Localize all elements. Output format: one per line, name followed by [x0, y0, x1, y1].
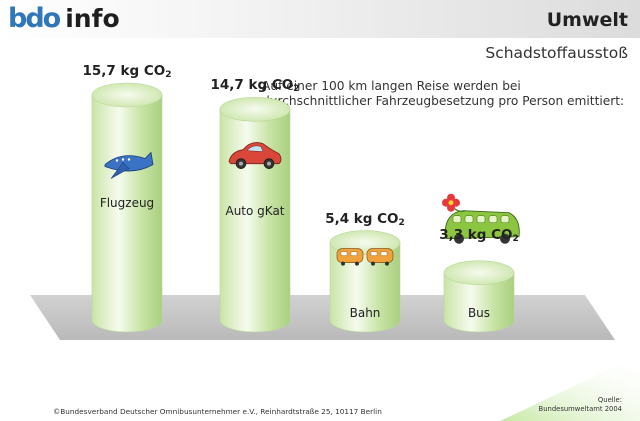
- value-label-text: 15,7 kg CO: [82, 63, 166, 79]
- bar-bus: [443, 260, 515, 333]
- airplane-icon: [104, 151, 154, 179]
- source-value: Bundesumweltamt 2004: [538, 405, 622, 413]
- category-label: Auto gKat: [225, 204, 285, 219]
- chart-title: Schadstoffausstoß: [485, 44, 628, 62]
- logo-info-text: info: [65, 4, 120, 33]
- value-label: 3,3 kg CO2: [439, 227, 519, 244]
- value-label-subscript: 2: [398, 217, 405, 228]
- source-note: Quelle: Bundesumweltamt 2004: [539, 396, 622, 414]
- value-label-subscript: 2: [512, 233, 519, 244]
- bar-bahn: [329, 230, 401, 333]
- value-label-subscript: 2: [165, 70, 172, 80]
- source-label: Quelle:: [597, 396, 622, 404]
- bar-body: [443, 272, 515, 333]
- chart-floor: [30, 295, 615, 340]
- logo-bdo-text: bdo: [8, 3, 61, 34]
- value-label-text: 5,4 kg CO: [325, 210, 399, 227]
- copyright-note: ©Bundesverband Deutscher Omnibusunterneh…: [53, 407, 382, 416]
- category-label: Bus: [467, 306, 491, 320]
- bdo-logo[interactable]: bdo info: [8, 4, 120, 34]
- bar-body: [91, 94, 163, 333]
- bus-icon: [442, 193, 520, 244]
- bar-top: [443, 260, 515, 286]
- category-label: Flugzeug: [99, 196, 155, 211]
- value-label: 5,4 kg CO2: [325, 211, 405, 228]
- bar-body: [219, 109, 291, 333]
- value-label: 15,7 kg CO2: [83, 63, 172, 80]
- bar-top: [91, 82, 163, 108]
- header-band: [0, 0, 640, 38]
- value-label-text: 3,3 kg CO: [439, 226, 513, 243]
- chart-description: Auf einer 100 km langen Reise werden bei…: [262, 79, 625, 108]
- bar-top: [329, 230, 401, 255]
- bar-flugzeug: [91, 82, 163, 333]
- train-icon: [336, 248, 394, 266]
- section-title: Umwelt: [546, 9, 628, 31]
- category-label: Bahn: [349, 306, 381, 320]
- bar-auto-gkat: [219, 97, 291, 333]
- car-icon: [228, 142, 282, 169]
- bar-body: [329, 242, 401, 333]
